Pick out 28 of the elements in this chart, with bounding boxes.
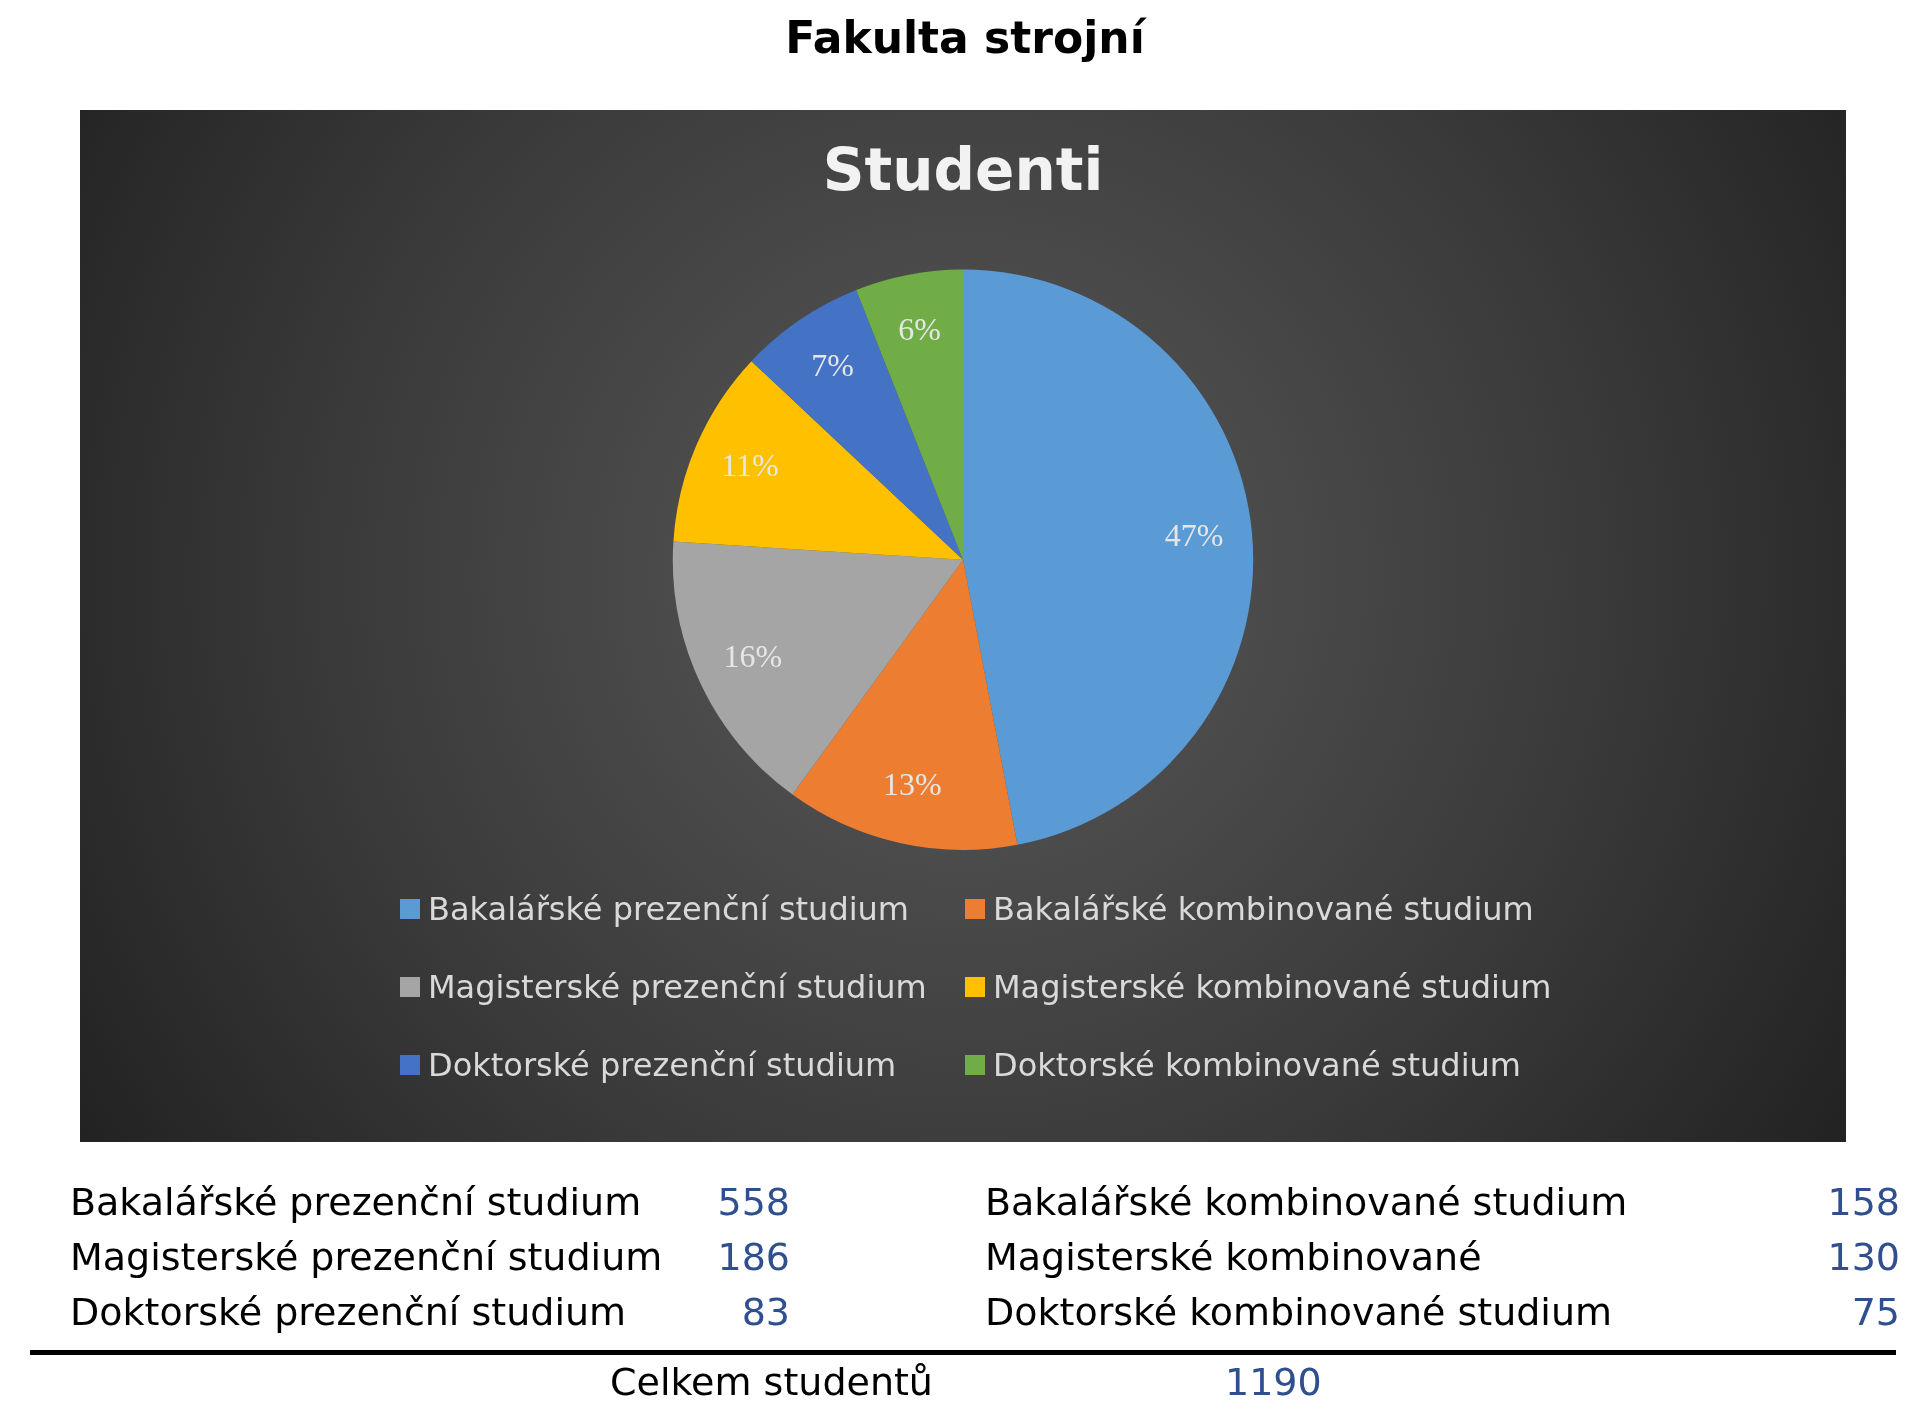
chart-title: Fakulta strojní (784, 12, 1148, 63)
text: 158 (1826, 1180, 1900, 1224)
data-label: 6% (898, 311, 941, 348)
data-label: 7% (811, 347, 854, 384)
text: 186 (717, 1235, 790, 1279)
data-label: 47% (1164, 517, 1224, 554)
text: 83 (740, 1290, 790, 1334)
text: Doktorské kombinované studium (985, 1290, 1612, 1334)
chart-subtitle: Studenti (822, 135, 1104, 204)
text: Celkem studentů (610, 1360, 933, 1404)
text: Bakalářské prezenční studium (70, 1180, 642, 1224)
text: 130 (1826, 1235, 1900, 1279)
legend-label: Magisterské prezenční studium (427, 968, 928, 1006)
text: Doktorské prezenční studium (70, 1290, 627, 1334)
legend-label: Magisterské kombinované studium (992, 968, 1553, 1006)
data-label: 11% (721, 447, 779, 483)
text: 1190 (1225, 1360, 1322, 1404)
data-label: 13% (883, 765, 942, 802)
legend-label: Doktorské prezenční studium (427, 1046, 898, 1084)
text: 558 (716, 1180, 790, 1224)
legend-label: Bakalářské prezenční studium (427, 890, 911, 928)
text: 75 (1850, 1290, 1900, 1334)
text: Bakalářské kombinované studium (985, 1180, 1628, 1224)
text: Magisterské kombinované (985, 1235, 1482, 1279)
data-label: 16% (723, 638, 783, 675)
legend-label: Bakalářské kombinované studium (992, 890, 1535, 928)
legend-label: Doktorské kombinované studium (992, 1046, 1522, 1084)
text: Magisterské prezenční studium (70, 1235, 663, 1279)
